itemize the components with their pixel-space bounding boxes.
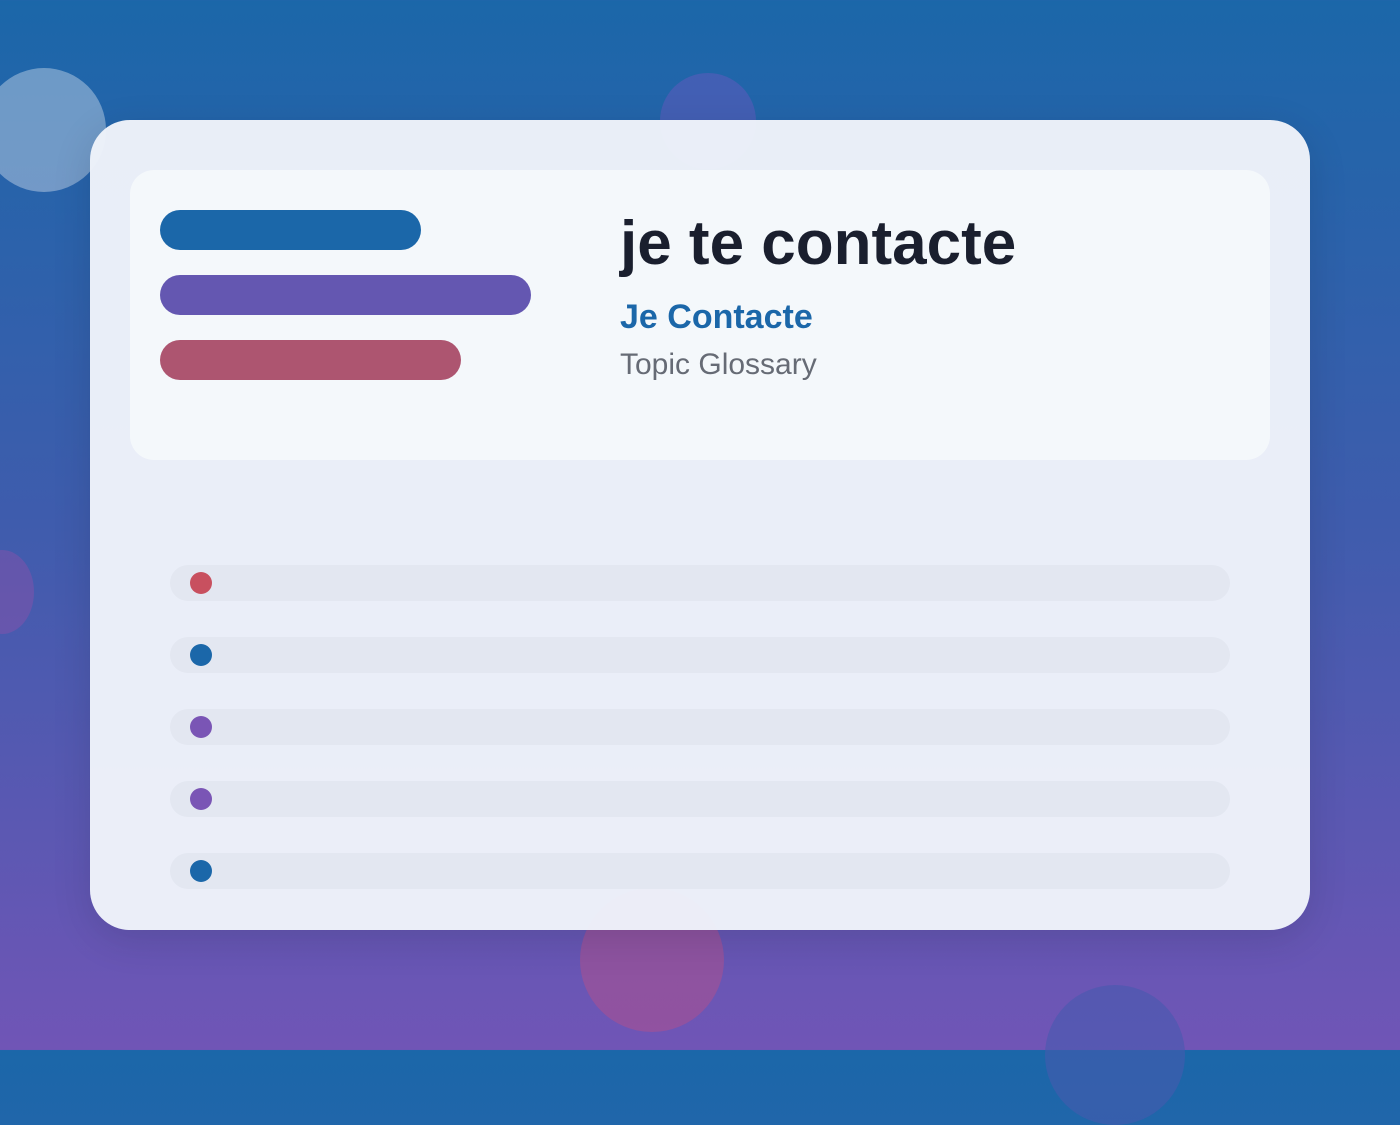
list-row <box>170 781 1230 817</box>
list-row <box>170 853 1230 889</box>
row-dot <box>190 860 212 882</box>
title: je te contacte <box>620 209 1017 278</box>
caption: Topic Glossary <box>620 348 817 381</box>
subtitle: Je Contacte <box>620 298 813 336</box>
list-row <box>170 565 1230 601</box>
decor-bar <box>160 210 421 250</box>
row-dot <box>190 572 212 594</box>
row-dot <box>190 716 212 738</box>
list-row <box>170 709 1230 745</box>
row-dot <box>190 644 212 666</box>
list-row <box>170 637 1230 673</box>
decor-bar <box>160 275 531 315</box>
decor-bubble <box>1045 985 1185 1125</box>
decor-bubble <box>0 68 106 192</box>
decor-bar <box>160 340 461 380</box>
row-dot <box>190 788 212 810</box>
decor-bubble <box>0 550 34 634</box>
